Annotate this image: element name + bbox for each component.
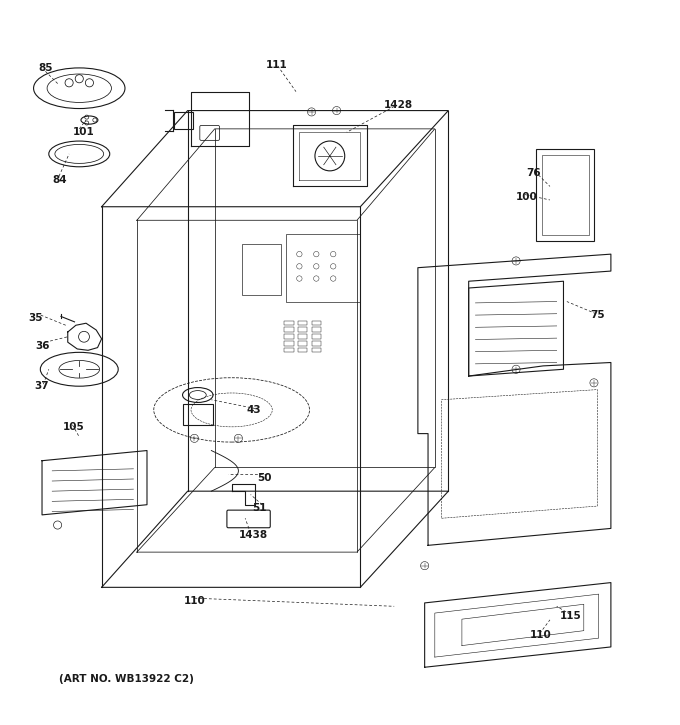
Text: 84: 84 xyxy=(52,175,67,185)
Text: 100: 100 xyxy=(516,191,538,202)
Text: 101: 101 xyxy=(73,128,95,137)
Text: 75: 75 xyxy=(590,310,605,320)
Text: 35: 35 xyxy=(29,313,43,323)
Text: 37: 37 xyxy=(34,381,48,392)
Text: 76: 76 xyxy=(526,168,541,178)
Text: 110: 110 xyxy=(184,596,206,606)
Text: 43: 43 xyxy=(247,405,261,415)
Text: (ART NO. WB13922 C2): (ART NO. WB13922 C2) xyxy=(59,674,194,684)
Text: 105: 105 xyxy=(63,422,84,432)
Text: 50: 50 xyxy=(257,473,272,483)
Text: 115: 115 xyxy=(560,611,582,621)
Text: 85: 85 xyxy=(39,63,53,73)
Text: 111: 111 xyxy=(265,59,287,70)
Text: 1428: 1428 xyxy=(384,100,413,110)
Text: 51: 51 xyxy=(252,503,267,513)
Text: 36: 36 xyxy=(35,341,50,351)
Text: 1438: 1438 xyxy=(239,530,267,540)
Text: 110: 110 xyxy=(530,630,551,639)
